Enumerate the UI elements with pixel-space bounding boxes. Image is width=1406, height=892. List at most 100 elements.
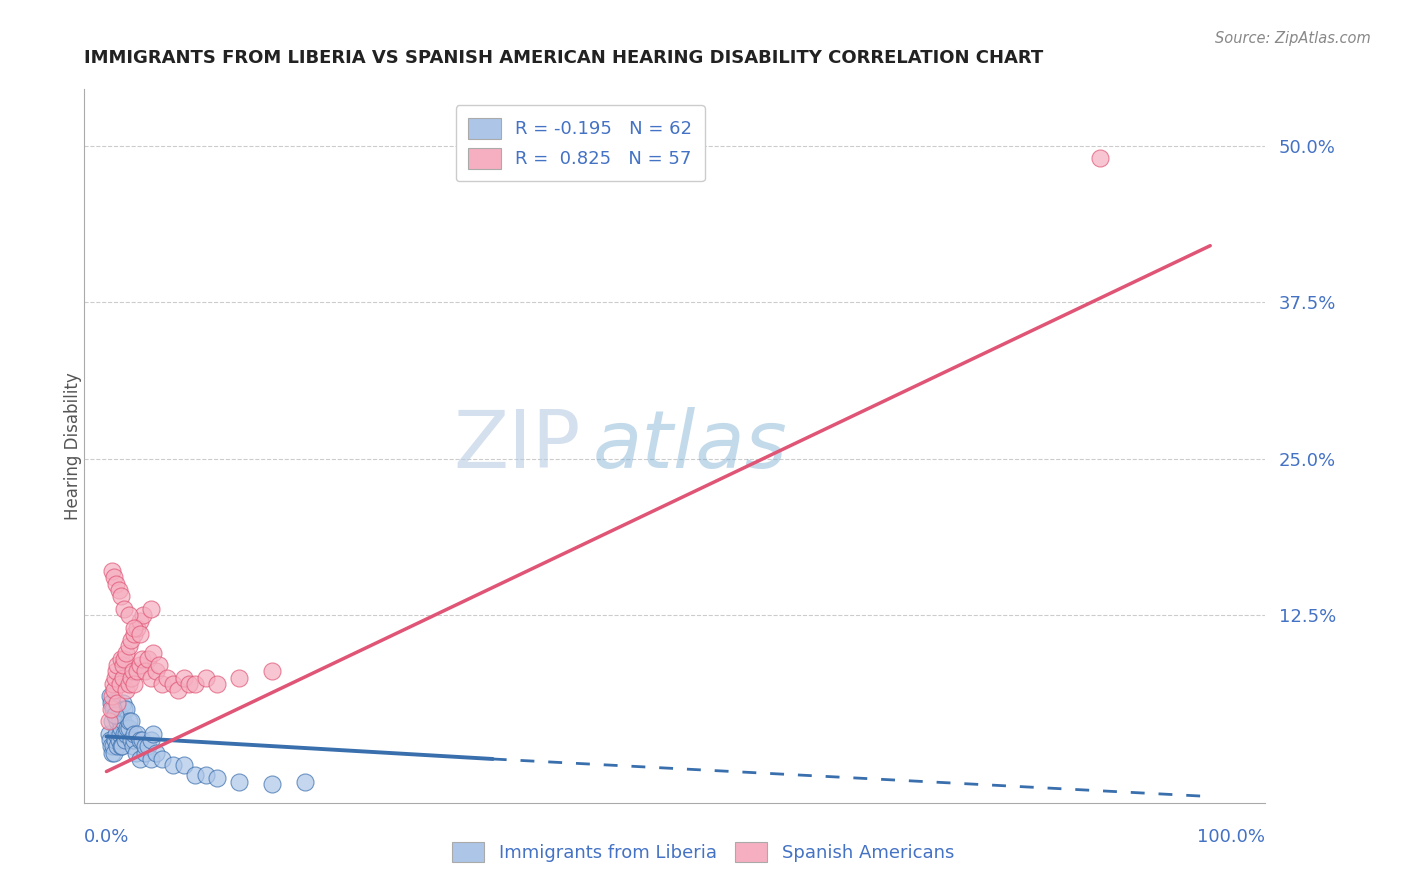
Point bbox=[112, 727, 135, 741]
Point bbox=[117, 640, 139, 654]
Point bbox=[101, 690, 124, 704]
Text: IMMIGRANTS FROM LIBERIA VS SPANISH AMERICAN HEARING DISABILITY CORRELATION CHART: IMMIGRANTS FROM LIBERIA VS SPANISH AMERI… bbox=[84, 49, 1043, 67]
Point bbox=[107, 658, 129, 673]
Point bbox=[97, 727, 120, 741]
Point bbox=[103, 702, 125, 716]
Point bbox=[128, 658, 150, 673]
Point bbox=[120, 633, 142, 648]
Point bbox=[134, 739, 156, 754]
Point bbox=[107, 714, 129, 729]
Point bbox=[97, 714, 120, 729]
Point bbox=[104, 671, 127, 685]
Point bbox=[112, 652, 135, 666]
Point bbox=[101, 714, 124, 729]
Point bbox=[105, 665, 128, 679]
Point bbox=[205, 771, 228, 785]
Point bbox=[111, 714, 134, 729]
Point bbox=[107, 708, 129, 723]
Point bbox=[101, 739, 124, 754]
Point bbox=[107, 696, 129, 710]
Point bbox=[205, 677, 228, 691]
Text: 100.0%: 100.0% bbox=[1198, 828, 1265, 846]
Y-axis label: Hearing Disability: Hearing Disability bbox=[65, 372, 82, 520]
Point bbox=[132, 607, 155, 622]
Point bbox=[101, 696, 124, 710]
Point bbox=[128, 733, 150, 747]
Point bbox=[101, 677, 124, 691]
Point bbox=[128, 627, 150, 641]
Point bbox=[120, 714, 142, 729]
Point bbox=[194, 671, 217, 685]
Point bbox=[294, 774, 316, 789]
Point bbox=[131, 733, 153, 747]
Text: 0.0%: 0.0% bbox=[84, 828, 129, 846]
Point bbox=[112, 702, 135, 716]
Point bbox=[142, 646, 165, 660]
Point bbox=[103, 746, 125, 760]
Point bbox=[127, 665, 149, 679]
Point bbox=[111, 658, 134, 673]
Point bbox=[100, 739, 122, 754]
Point bbox=[104, 708, 127, 723]
Point bbox=[110, 739, 132, 754]
Point bbox=[194, 768, 217, 782]
Point bbox=[108, 677, 131, 691]
Point bbox=[122, 627, 145, 641]
Point bbox=[173, 671, 195, 685]
Point bbox=[120, 671, 142, 685]
Point bbox=[107, 582, 129, 597]
Point bbox=[115, 727, 138, 741]
Text: ZIP: ZIP bbox=[453, 407, 581, 485]
Point bbox=[128, 614, 150, 628]
Point bbox=[150, 677, 173, 691]
Point bbox=[104, 733, 127, 747]
Point bbox=[122, 665, 145, 679]
Point bbox=[101, 702, 124, 716]
Point bbox=[117, 607, 139, 622]
Point bbox=[134, 746, 156, 760]
Point bbox=[110, 652, 132, 666]
Point bbox=[117, 677, 139, 691]
Point bbox=[173, 758, 195, 772]
Point bbox=[108, 714, 131, 729]
Point bbox=[139, 752, 162, 766]
Point bbox=[117, 721, 139, 735]
Point bbox=[127, 621, 149, 635]
Point bbox=[134, 665, 156, 679]
Point bbox=[117, 714, 139, 729]
Point bbox=[110, 721, 132, 735]
Point bbox=[115, 646, 138, 660]
Point bbox=[131, 652, 153, 666]
Point bbox=[115, 683, 138, 698]
Point bbox=[179, 677, 201, 691]
Point bbox=[184, 768, 207, 782]
Point bbox=[145, 746, 167, 760]
Point bbox=[103, 683, 125, 698]
Point bbox=[139, 671, 162, 685]
Legend: R = -0.195   N = 62, R =  0.825   N = 57: R = -0.195 N = 62, R = 0.825 N = 57 bbox=[456, 105, 704, 181]
Point bbox=[148, 658, 170, 673]
Point bbox=[122, 739, 145, 754]
Point bbox=[122, 727, 145, 741]
Point bbox=[100, 696, 122, 710]
Point bbox=[228, 671, 250, 685]
Point bbox=[98, 733, 121, 747]
Point bbox=[111, 671, 134, 685]
Point bbox=[103, 570, 125, 584]
Point bbox=[108, 727, 131, 741]
Point bbox=[122, 677, 145, 691]
Point bbox=[111, 696, 134, 710]
Point bbox=[104, 708, 127, 723]
Point bbox=[127, 727, 149, 741]
Point bbox=[145, 665, 167, 679]
Point bbox=[138, 652, 160, 666]
Point bbox=[112, 601, 135, 615]
Point bbox=[98, 690, 121, 704]
Point bbox=[260, 665, 283, 679]
Point bbox=[122, 733, 145, 747]
Point bbox=[228, 774, 250, 789]
Point bbox=[138, 739, 160, 754]
Point bbox=[110, 589, 132, 603]
Point bbox=[101, 746, 124, 760]
Point bbox=[184, 677, 207, 691]
